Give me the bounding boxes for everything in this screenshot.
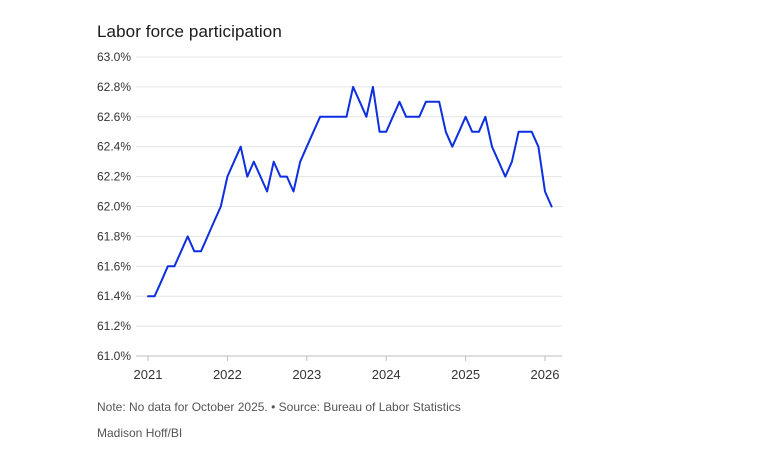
series-group — [147, 85, 553, 298]
y-tick-label: 62.2% — [97, 170, 131, 184]
x-tick-label: 2024 — [372, 367, 401, 382]
x-tick-label: 2025 — [451, 367, 480, 382]
chart-title: Labor force participation — [97, 22, 282, 41]
y-tick-label: 61.2% — [97, 319, 131, 333]
y-tick-label: 61.6% — [97, 259, 131, 273]
credit-line: Madison Hoff/BI — [97, 426, 183, 440]
y-tick-label: 61.8% — [97, 229, 131, 243]
x-tick-label: 2026 — [531, 367, 560, 382]
x-axis-labels: 2021 2022 2023 2024 2025 2026 — [134, 356, 560, 382]
series-line-0 — [147, 85, 553, 298]
source-note: Note: No data for October 2025. • Source… — [97, 400, 461, 414]
line-chart: 63.0% 62.8% 62.6% 62.4% 62.2% 62.0% 61.8% 61.6%… — [97, 50, 562, 382]
x-tick-label: 2021 — [134, 367, 163, 382]
y-tick-label: 63.0% — [97, 50, 131, 64]
y-axis-labels: 63.0% 62.8% 62.6% 62.4% 62.2% 62.0% 61.8% 61.6%… — [97, 50, 131, 363]
y-tick-label: 62.8% — [97, 80, 131, 94]
y-tick-label: 62.0% — [97, 200, 131, 214]
y-tick-label: 61.0% — [97, 349, 131, 363]
x-tick-label: 2023 — [292, 367, 321, 382]
x-tick-label: 2022 — [213, 367, 242, 382]
y-tick-label: 62.6% — [97, 110, 131, 124]
y-tick-label: 61.4% — [97, 289, 131, 303]
y-tick-label: 62.4% — [97, 140, 131, 154]
